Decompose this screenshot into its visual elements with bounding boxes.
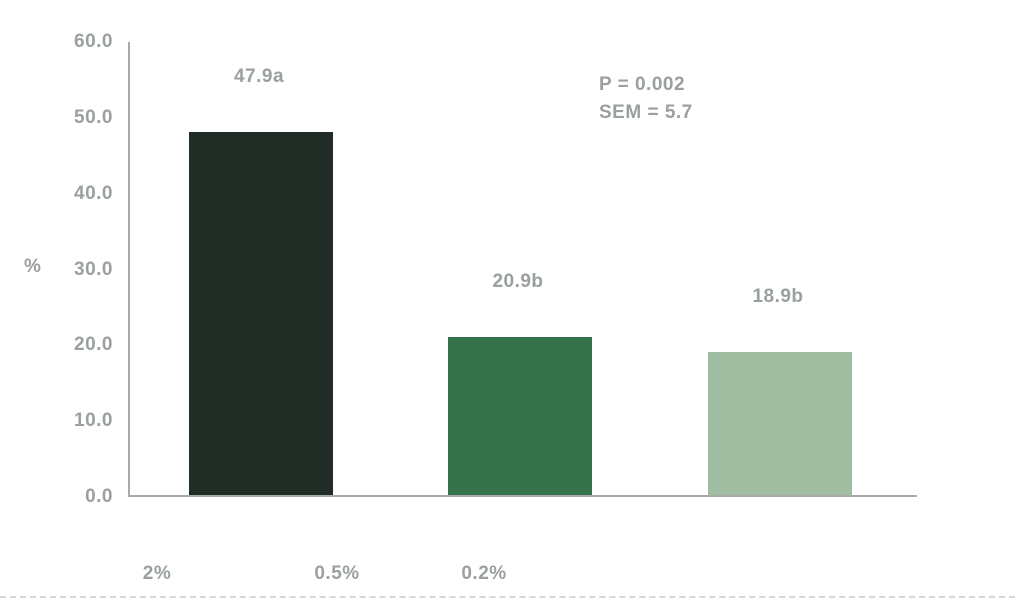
y-tick-label: 50.0 xyxy=(74,106,113,128)
y-tick-label: 40.0 xyxy=(74,182,113,204)
x-category-label: 2% xyxy=(142,563,172,584)
bar-0.2% xyxy=(708,351,852,495)
plot-area xyxy=(128,42,917,497)
bottom-dashed-divider xyxy=(0,596,1015,598)
bar-0.5% xyxy=(448,336,592,495)
y-tick-label: 60.0 xyxy=(74,31,113,52)
y-tick-label: 30.0 xyxy=(74,258,113,280)
stats-annotation: P = 0.002 SEM = 5.7 xyxy=(599,71,693,127)
y-tick-label: 20.0 xyxy=(74,334,113,356)
bar-2% xyxy=(189,131,333,495)
x-category-label: 0.5% xyxy=(314,563,360,584)
bar-value-label: 20.9b xyxy=(492,270,544,292)
bar-value-label: 18.9b xyxy=(752,285,804,307)
bar-value-label: 47.9a xyxy=(233,65,285,87)
y-tick-label: 10.0 xyxy=(74,410,113,432)
x-category-label: 0.2% xyxy=(461,563,507,584)
p-value-text: P = 0.002 xyxy=(599,74,686,95)
y-axis-title: % xyxy=(24,256,41,277)
y-tick-label: 0.0 xyxy=(85,486,113,507)
sem-text: SEM = 5.7 xyxy=(599,102,693,123)
